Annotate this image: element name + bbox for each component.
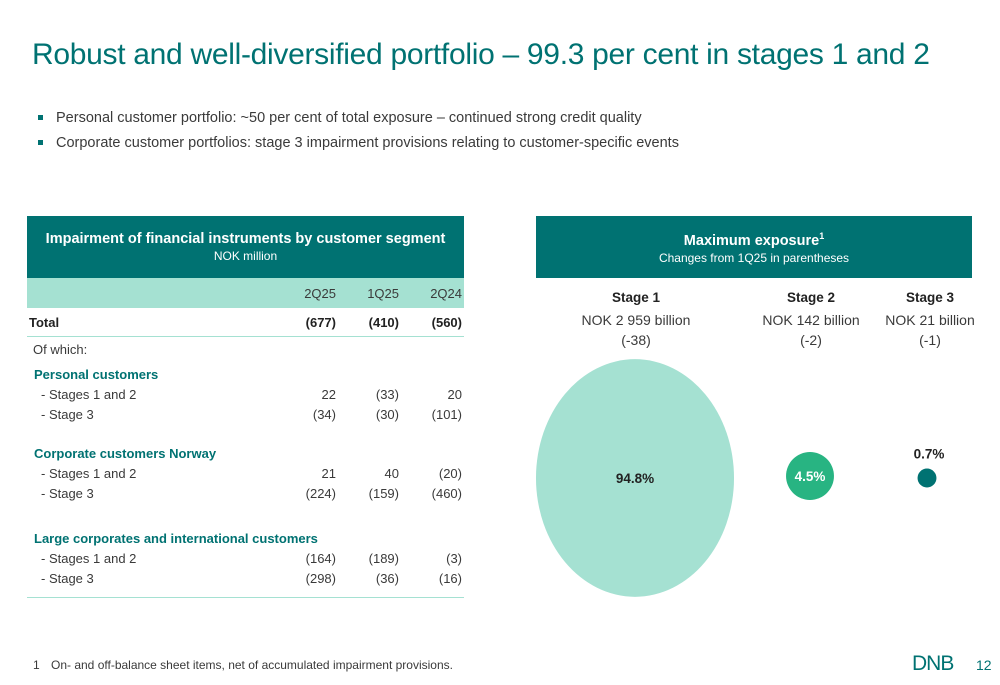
table-cell: (30) bbox=[375, 407, 399, 422]
table-cell: 20 bbox=[447, 387, 462, 402]
table-row-total: Total (677) (410) (560) bbox=[27, 315, 464, 335]
table-row: - Stages 1 and 2 21 40 (20) bbox=[27, 466, 464, 486]
table-cell: 21 bbox=[321, 466, 336, 481]
row-label: - Stages 1 and 2 bbox=[41, 466, 137, 481]
footnote-text: On- and off-balance sheet items, net of … bbox=[51, 658, 453, 672]
row-label: - Stages 1 and 2 bbox=[41, 387, 137, 402]
table-cell: (3) bbox=[446, 551, 462, 566]
stage-change: (-1) bbox=[919, 332, 941, 348]
table-row-segment: Large corporates and international custo… bbox=[27, 531, 464, 551]
stage-amount: NOK 2 959 billion bbox=[581, 312, 691, 328]
table-cell: (101) bbox=[431, 407, 462, 422]
row-label: - Stages 1 and 2 bbox=[41, 551, 137, 566]
table-row: - Stage 3 (224) (159) (460) bbox=[27, 486, 464, 506]
exposure-panel-header: Maximum exposure1 Changes from 1Q25 in p… bbox=[536, 216, 972, 278]
stage-name: Stage 3 bbox=[905, 290, 955, 305]
impairment-table-subtitle: NOK million bbox=[213, 249, 278, 263]
bullet-list: Personal customer portfolio: ~50 per cen… bbox=[38, 108, 679, 158]
table-cell: (410) bbox=[368, 315, 399, 330]
column-header: 2Q25 bbox=[304, 286, 336, 301]
table-row: - Stages 1 and 2 22 (33) 20 bbox=[27, 387, 464, 407]
table-row: - Stages 1 and 2 (164) (189) (3) bbox=[27, 551, 464, 571]
stage-name: Stage 1 bbox=[611, 290, 661, 305]
stage-1-bubble bbox=[535, 359, 735, 597]
bullet-item: Personal customer portfolio: ~50 per cen… bbox=[38, 108, 679, 133]
table-cell: (677) bbox=[305, 315, 336, 330]
table-row: - Stage 3 (298) (36) (16) bbox=[27, 571, 464, 591]
column-header: 2Q24 bbox=[430, 286, 462, 301]
row-label: - Stage 3 bbox=[41, 571, 94, 586]
row-label: Total bbox=[29, 315, 60, 330]
exposure-title-text: Maximum exposure bbox=[683, 232, 820, 249]
stage-amount: NOK 21 billion bbox=[885, 312, 975, 328]
divider bbox=[27, 597, 464, 598]
dnb-logo: DNB bbox=[912, 652, 954, 675]
page-number: 12 bbox=[976, 657, 992, 673]
table-cell: (20) bbox=[438, 466, 462, 481]
stage-change: (-38) bbox=[621, 332, 651, 348]
table-cell: (16) bbox=[438, 571, 462, 586]
table-cell: (560) bbox=[431, 315, 462, 330]
segment-label: Large corporates and international custo… bbox=[34, 531, 318, 546]
exposure-panel-subtitle: Changes from 1Q25 in parentheses bbox=[658, 250, 850, 265]
table-cell: (189) bbox=[368, 551, 399, 566]
stage-amount: NOK 142 billion bbox=[762, 312, 860, 328]
segment-label: Personal customers bbox=[34, 367, 159, 382]
stage-1-info: Stage 1 NOK 2 959 billion (-38) bbox=[566, 290, 706, 350]
table-cell: (36) bbox=[375, 571, 399, 586]
stage-2-share-label: 4.5% bbox=[795, 469, 826, 484]
table-cell: (34) bbox=[312, 407, 336, 422]
table-cell: 40 bbox=[384, 466, 399, 481]
stage-1-share-label: 94.8% bbox=[616, 471, 654, 486]
row-label: - Stage 3 bbox=[41, 486, 94, 501]
row-label: Of which: bbox=[33, 342, 88, 357]
stage-2-bubble bbox=[786, 452, 834, 500]
table-cell: (224) bbox=[305, 486, 336, 501]
page-title: Robust and well-diversified portfolio – … bbox=[32, 38, 930, 71]
stage-2-info: Stage 2 NOK 142 billion (-2) bbox=[741, 290, 881, 350]
impairment-column-headers: 2Q25 1Q25 2Q24 bbox=[27, 278, 464, 308]
table-row-of-which: Of which: bbox=[27, 342, 464, 362]
table-cell: (33) bbox=[375, 387, 399, 402]
table-cell: (460) bbox=[431, 486, 462, 501]
stage-change: (-2) bbox=[800, 332, 822, 348]
table-cell: 22 bbox=[321, 387, 336, 402]
segment-label: Corporate customers Norway bbox=[34, 446, 217, 461]
column-header: 1Q25 bbox=[367, 286, 399, 301]
footnote-ref: 1 bbox=[819, 231, 825, 241]
impairment-table-title: Impairment of financial instruments by c… bbox=[45, 231, 446, 247]
footnote-number: 1 bbox=[33, 658, 40, 672]
impairment-table-header: Impairment of financial instruments by c… bbox=[27, 216, 464, 278]
footnote: 1 On- and off-balance sheet items, net of… bbox=[33, 658, 453, 672]
stage-3-share-label: 0.7% bbox=[914, 447, 945, 462]
exposure-panel-title: Maximum exposure1 bbox=[536, 231, 972, 249]
row-label: - Stage 3 bbox=[41, 407, 94, 422]
divider bbox=[27, 336, 464, 337]
table-cell: (164) bbox=[305, 551, 336, 566]
stage-3-info: Stage 3 NOK 21 billion (-1) bbox=[860, 290, 1000, 350]
table-cell: (159) bbox=[368, 486, 399, 501]
table-row-segment: Corporate customers Norway bbox=[27, 446, 464, 466]
table-cell: (298) bbox=[305, 571, 336, 586]
stage-3-bubble bbox=[917, 468, 937, 488]
stage-name: Stage 2 bbox=[786, 290, 836, 305]
table-row: - Stage 3 (34) (30) (101) bbox=[27, 407, 464, 427]
table-row-segment: Personal customers bbox=[27, 367, 464, 387]
bullet-item: Corporate customer portfolios: stage 3 i… bbox=[38, 133, 679, 158]
